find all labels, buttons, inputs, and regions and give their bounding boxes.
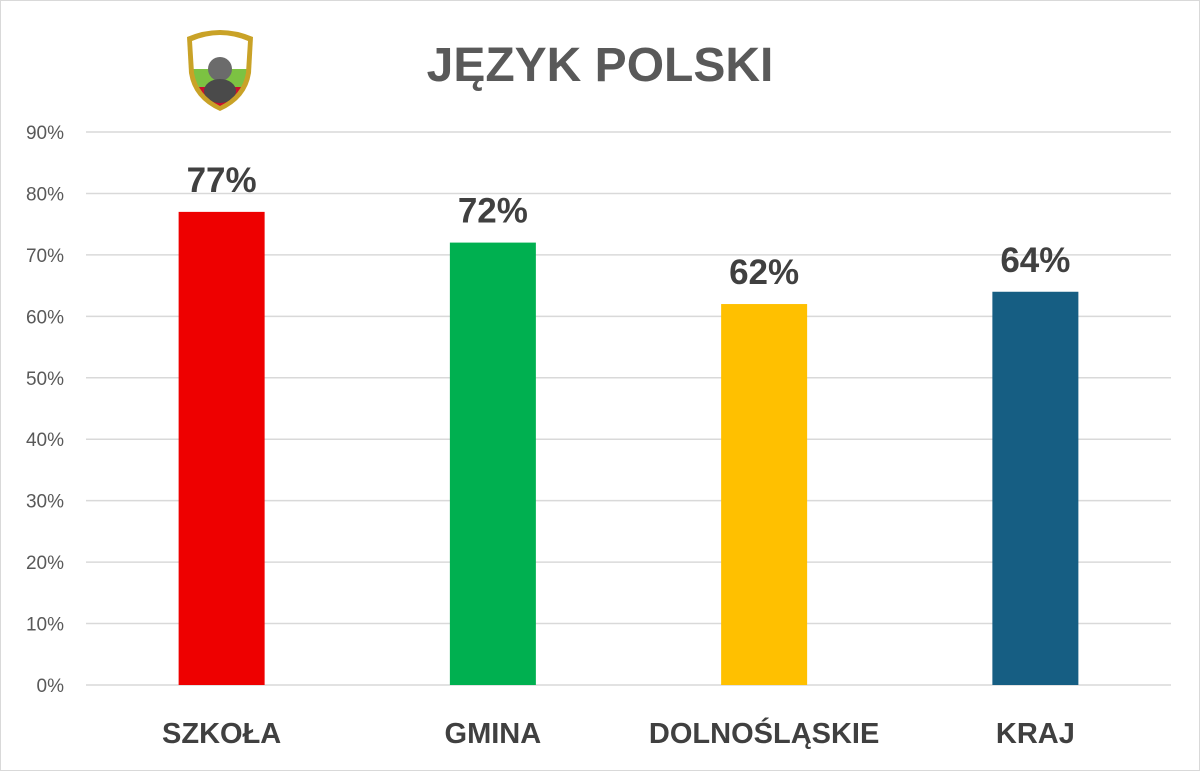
bar-3 xyxy=(721,304,807,685)
bar-4 xyxy=(992,292,1078,685)
category-label: DOLNOŚLĄSKIE xyxy=(649,716,879,750)
category-label: GMINA xyxy=(445,718,542,750)
y-tick-label: 0% xyxy=(37,676,65,697)
y-tick-label: 80% xyxy=(26,184,64,205)
y-tick-label: 50% xyxy=(26,369,64,390)
bar-1 xyxy=(179,212,265,685)
y-tick-label: 70% xyxy=(26,246,64,267)
y-tick-label: 60% xyxy=(26,307,64,328)
school-logo-icon xyxy=(187,29,253,117)
y-tick-label: 40% xyxy=(26,430,64,451)
y-tick-label: 90% xyxy=(26,123,64,144)
category-label: KRAJ xyxy=(996,718,1075,750)
y-tick-label: 30% xyxy=(26,492,64,513)
data-label: 77% xyxy=(187,161,257,200)
data-label: 72% xyxy=(458,192,528,231)
y-tick-label: 20% xyxy=(26,553,64,574)
bar-2 xyxy=(450,243,536,685)
data-label: 62% xyxy=(729,253,799,292)
category-label: SZKOŁA xyxy=(162,718,281,750)
data-label: 64% xyxy=(1000,241,1070,280)
y-tick-label: 10% xyxy=(26,615,64,636)
chart-title: JĘZYK POLSKI xyxy=(427,39,774,92)
